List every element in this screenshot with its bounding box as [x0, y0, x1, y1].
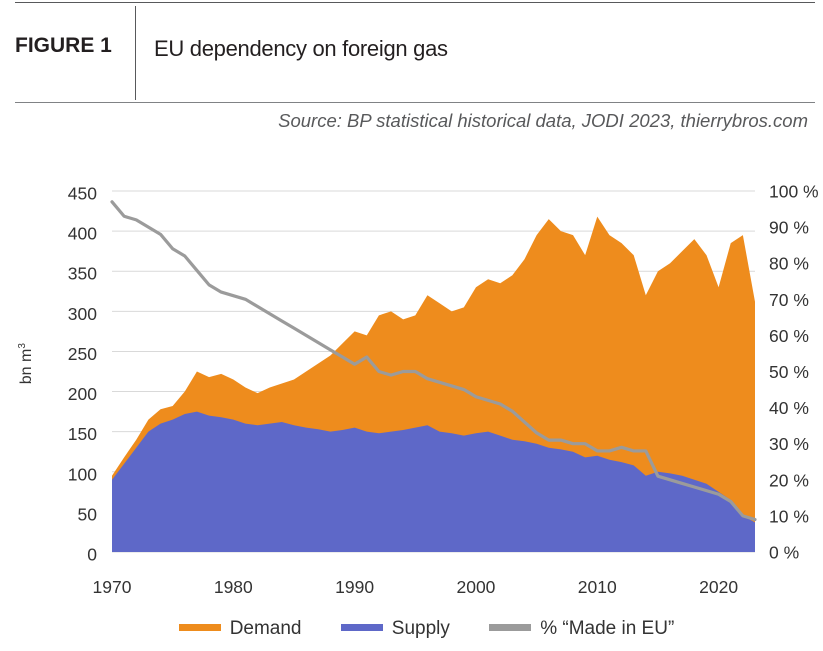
svg-text:60 %: 60 %	[769, 326, 809, 346]
svg-text:2010: 2010	[578, 577, 617, 597]
svg-text:50: 50	[78, 504, 98, 524]
svg-text:80 %: 80 %	[769, 254, 809, 274]
svg-text:1990: 1990	[335, 577, 374, 597]
svg-text:400: 400	[68, 224, 97, 244]
svg-text:70 %: 70 %	[769, 290, 809, 310]
svg-text:50 %: 50 %	[769, 362, 809, 382]
svg-text:1980: 1980	[214, 577, 253, 597]
svg-text:100: 100	[68, 464, 97, 484]
svg-text:90 %: 90 %	[769, 218, 809, 238]
svg-text:0 %: 0 %	[769, 543, 799, 563]
svg-text:350: 350	[68, 264, 97, 284]
svg-text:30 %: 30 %	[769, 434, 809, 454]
svg-text:20 %: 20 %	[769, 470, 809, 490]
svg-text:10 %: 10 %	[769, 506, 809, 526]
svg-text:450: 450	[68, 184, 97, 204]
svg-text:150: 150	[68, 424, 97, 444]
svg-text:1970: 1970	[93, 577, 132, 597]
svg-text:200: 200	[68, 384, 97, 404]
svg-text:250: 250	[68, 344, 97, 364]
svg-text:300: 300	[68, 304, 97, 324]
svg-text:0: 0	[87, 545, 97, 565]
svg-text:40 %: 40 %	[769, 398, 809, 418]
svg-text:100 %: 100 %	[769, 182, 819, 202]
svg-text:2000: 2000	[456, 577, 495, 597]
svg-text:2020: 2020	[699, 577, 738, 597]
